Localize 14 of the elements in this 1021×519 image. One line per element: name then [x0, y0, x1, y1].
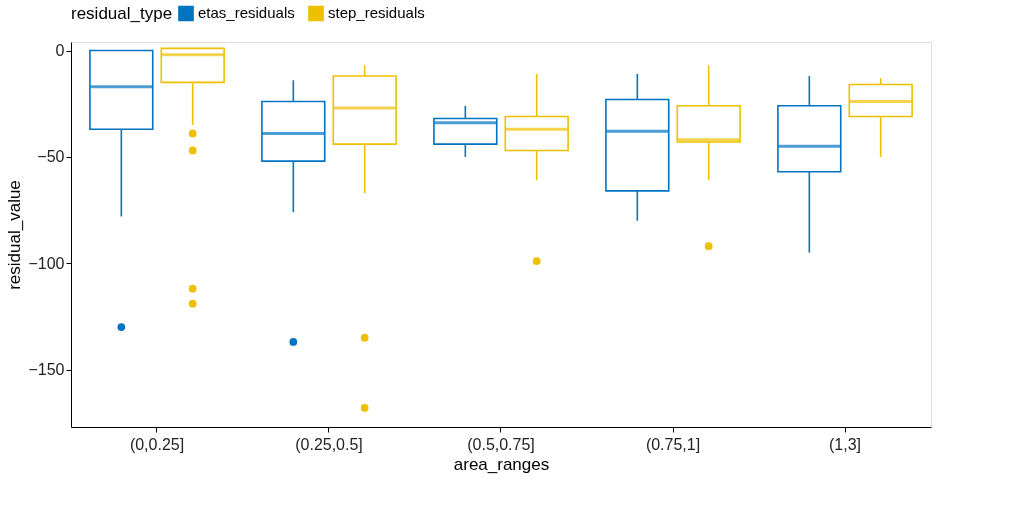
x-tick-label: (0.25,0.5] — [295, 435, 363, 453]
legend-title: residual_type — [71, 4, 173, 23]
y-tick-label: −100 — [28, 254, 65, 272]
x-tick-label: (0.75,1] — [645, 435, 701, 453]
y-tick-label: −50 — [37, 148, 65, 166]
y-tick-label: 0 — [55, 42, 65, 60]
legend-label: etas_residuals — [198, 4, 295, 22]
x-tick-label: (1,3] — [828, 435, 862, 453]
x-tick-label: (0,0.25] — [129, 435, 185, 453]
legend-label: step_residuals — [328, 4, 425, 22]
y-axis-title: residual_value — [5, 180, 25, 290]
x-tick-label: (0.5,0.75] — [467, 435, 535, 453]
x-axis-title: area_ranges — [453, 454, 550, 474]
y-tick-label: −150 — [28, 361, 65, 379]
